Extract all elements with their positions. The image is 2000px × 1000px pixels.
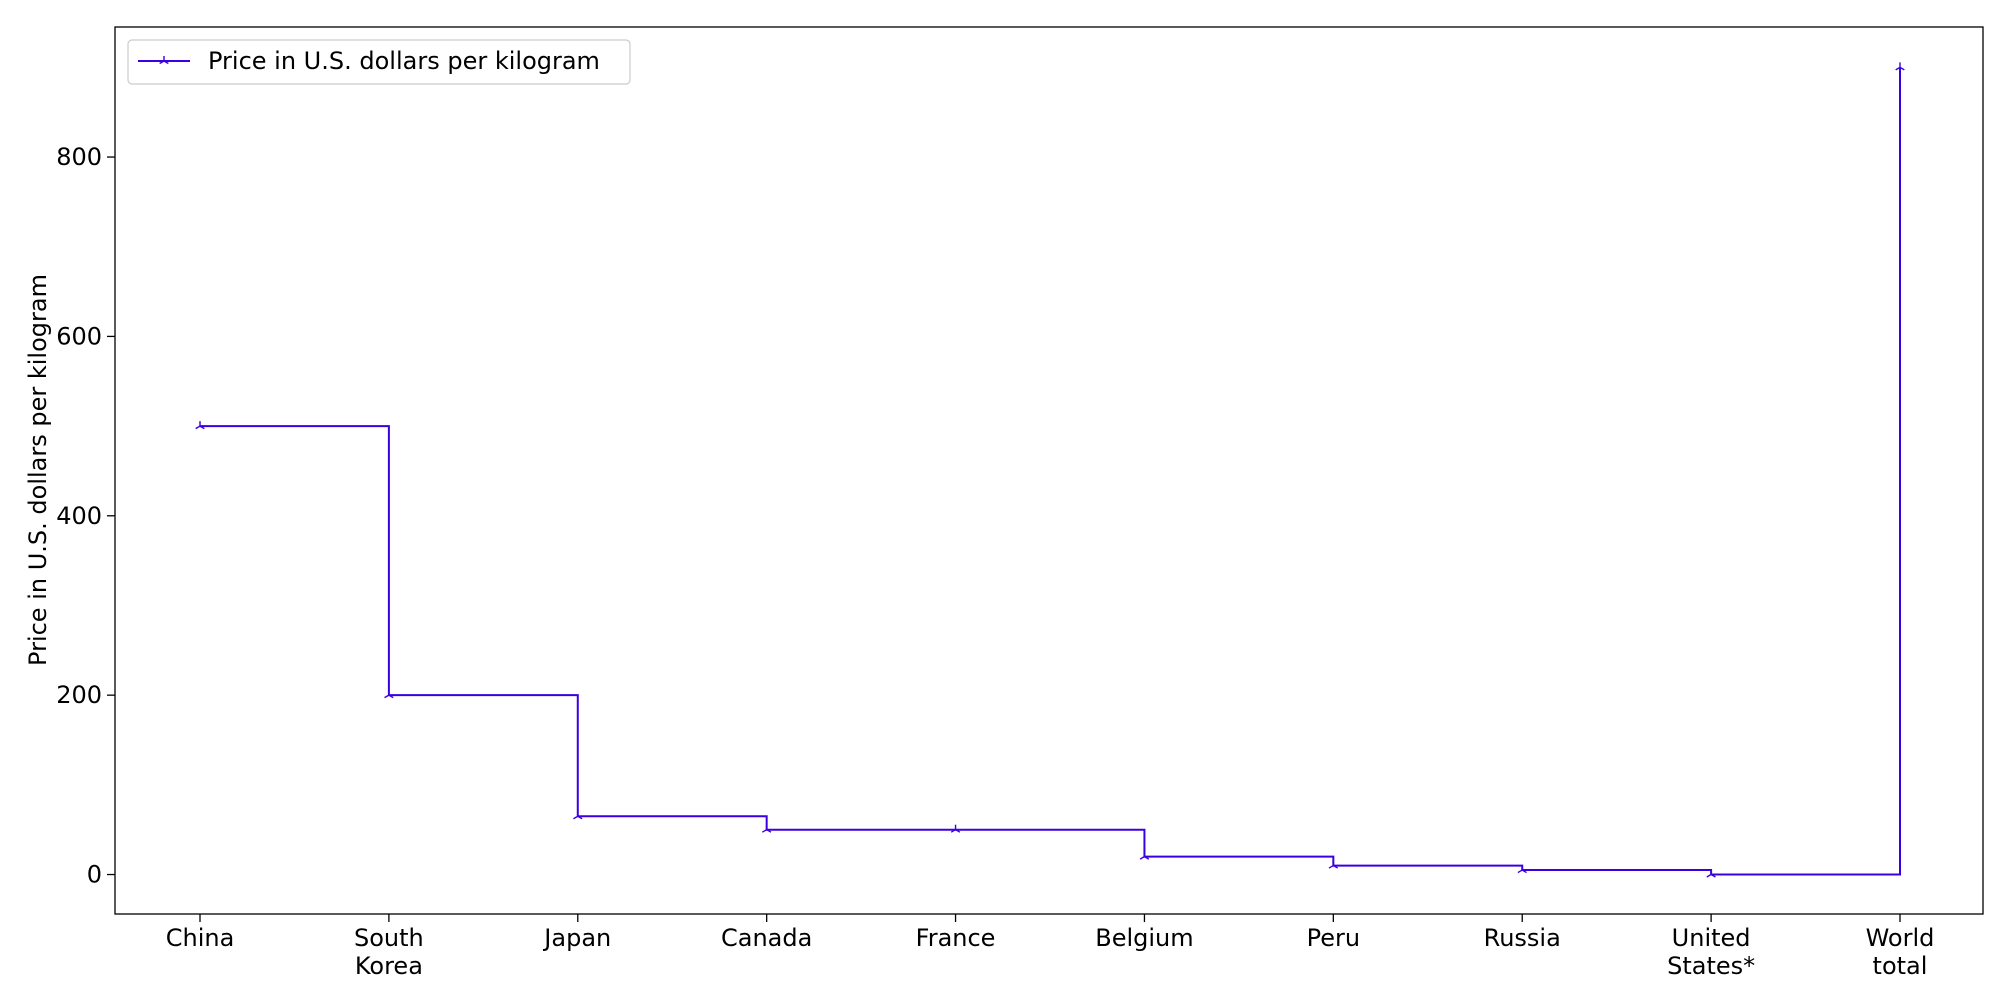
y-tick-label: 600	[56, 322, 102, 350]
data-point	[1706, 869, 1716, 878]
y-tick-label: 200	[56, 681, 102, 709]
x-tick-label: Japan	[542, 924, 611, 952]
data-point	[1139, 851, 1150, 860]
x-tick-label: China	[166, 924, 235, 952]
x-tick-label: South Korea	[354, 924, 424, 980]
y-tick-label: 0	[87, 861, 102, 889]
x-tick-label: France	[916, 924, 996, 952]
x-axis: China South Korea Japan Canada France Belgium P…	[166, 914, 1935, 980]
x-tick-label: Peru	[1307, 924, 1360, 952]
axes-frame	[114, 26, 1984, 915]
x-tick-label: World total	[1866, 924, 1935, 980]
y-tick-label: 800	[56, 143, 102, 171]
data-point	[950, 824, 961, 833]
data-point	[573, 811, 583, 820]
x-tick-label: Canada	[721, 924, 812, 952]
legend-marker	[159, 56, 169, 65]
legend-label: Price in U.S. dollars per kilogram	[208, 47, 600, 75]
data-point	[1517, 865, 1527, 874]
data-point	[195, 421, 205, 430]
x-tick-label: Belgium	[1095, 924, 1193, 952]
y-tick-label: 400	[56, 502, 102, 530]
data-point	[384, 690, 394, 699]
data-point	[761, 824, 772, 833]
legend: Price in U.S. dollars per kilogram	[127, 39, 631, 85]
data-point	[1895, 62, 1905, 71]
x-tick-label: United States*	[1667, 924, 1755, 980]
plot-area	[195, 62, 1905, 878]
y-axis-label: Price in U.S. dollars per kilogram	[24, 274, 52, 666]
x-tick-label: Russia	[1484, 924, 1561, 952]
y-axis: 0 200 400 600 800	[56, 143, 115, 889]
legend-box	[127, 39, 631, 85]
data-point	[1328, 860, 1339, 869]
legend-marker-glyph	[159, 56, 169, 65]
